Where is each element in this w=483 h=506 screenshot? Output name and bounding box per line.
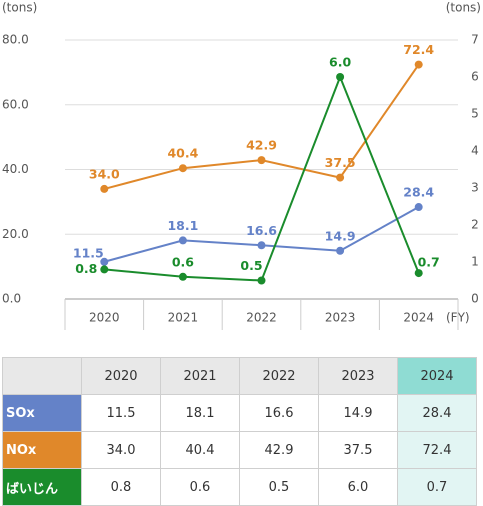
y-axis-label: (tons) — [2, 1, 37, 15]
table-cell: 37.5 — [318, 431, 398, 469]
x-tick-label: 2020 — [89, 311, 120, 325]
table-cell: 11.5 — [81, 394, 161, 432]
column-header: 2020 — [81, 357, 161, 395]
y2-tick-label: 7 — [471, 33, 479, 47]
y2-tick-label: 1 — [471, 255, 479, 269]
y2-tick-label: 4 — [471, 144, 479, 158]
y2-tick-label: 2 — [471, 218, 479, 232]
column-header: 2023 — [318, 357, 398, 395]
table-cell: 16.6 — [239, 394, 319, 432]
table-cell: 72.4 — [397, 431, 477, 469]
data-point — [257, 241, 266, 250]
table-cell: 40.4 — [160, 431, 240, 469]
table-cell: 0.6 — [160, 468, 240, 506]
y2-tick-label: 6 — [471, 70, 479, 84]
y2-tick-label: 3 — [471, 181, 479, 195]
data-point — [414, 269, 423, 278]
data-label: 40.4 — [167, 146, 198, 161]
y2-tick-label: 5 — [471, 107, 479, 121]
data-label: 42.9 — [246, 138, 277, 153]
table-cell: 14.9 — [318, 394, 398, 432]
table-cell: 18.1 — [160, 394, 240, 432]
data-point — [178, 164, 187, 173]
data-label: 11.5 — [73, 245, 104, 260]
y-tick-label: 20.0 — [2, 227, 29, 241]
column-header: 2024 — [397, 357, 477, 395]
table-cell: 0.7 — [397, 468, 477, 506]
data-label: 0.8 — [75, 261, 97, 276]
y2-axis-label: (tons) — [446, 1, 481, 15]
corner — [2, 357, 82, 395]
data-point — [414, 60, 423, 69]
data-label: 18.1 — [167, 218, 198, 233]
data-label: 72.4 — [403, 42, 434, 57]
data-label: 37.5 — [325, 155, 356, 170]
table-cell: 0.5 — [239, 468, 319, 506]
x-tick-label: 2023 — [325, 311, 356, 325]
x-tick-label: 2021 — [168, 311, 199, 325]
data-point — [100, 257, 109, 266]
series-line — [104, 64, 420, 190]
table-cell: 28.4 — [397, 394, 477, 432]
data-label: 16.6 — [246, 223, 277, 238]
table-cell: 6.0 — [318, 468, 398, 506]
data-label: 6.0 — [329, 55, 351, 70]
row-header: SOx — [2, 394, 82, 432]
data-point — [100, 184, 109, 193]
y2-tick-label: 0 — [471, 292, 479, 306]
table-row: SOx 11.5 18.1 16.6 14.9 28.4 — [2, 394, 477, 432]
table-cell: 34.0 — [81, 431, 161, 469]
row-header: NOx — [2, 431, 82, 469]
data-point — [100, 265, 109, 274]
data-table: 2020 2021 2022 2023 2024 SOx 11.5 18.1 16.6 14.9 2… — [2, 357, 477, 506]
data-point — [178, 272, 187, 281]
data-point — [414, 203, 423, 212]
data-point — [336, 73, 345, 81]
data-point — [336, 246, 345, 255]
table-row: NOx 34.0 40.4 42.9 37.5 72.4 — [2, 431, 477, 469]
table-row: ばいじん 0.8 0.6 0.5 6.0 0.7 — [2, 468, 477, 506]
column-header: 2021 — [160, 357, 240, 395]
data-label: 0.7 — [418, 255, 440, 270]
table-cell: 42.9 — [239, 431, 319, 469]
data-label: 14.9 — [325, 228, 356, 243]
data-label: 0.6 — [172, 254, 194, 269]
data-point — [178, 236, 187, 245]
data-point — [336, 173, 345, 182]
data-point — [257, 156, 266, 165]
data-label: 28.4 — [403, 185, 434, 200]
row-header: ばいじん — [2, 468, 82, 506]
y-tick-label: 60.0 — [2, 97, 29, 111]
y-tick-label: 80.0 — [2, 33, 29, 47]
x-tick-label: 2024 — [403, 311, 434, 325]
column-header: 2022 — [239, 357, 319, 395]
y-tick-label: 0.0 — [2, 292, 21, 306]
y-tick-label: 40.0 — [2, 162, 29, 176]
chart: (tons) (tons) (FY) 0.020.040.060.080.001… — [2, 1, 481, 330]
data-point — [257, 276, 266, 285]
table-cell: 0.8 — [81, 468, 161, 506]
x-tick-label: 2022 — [246, 311, 277, 325]
data-label: 34.0 — [89, 166, 120, 181]
data-label: 0.5 — [240, 258, 262, 273]
